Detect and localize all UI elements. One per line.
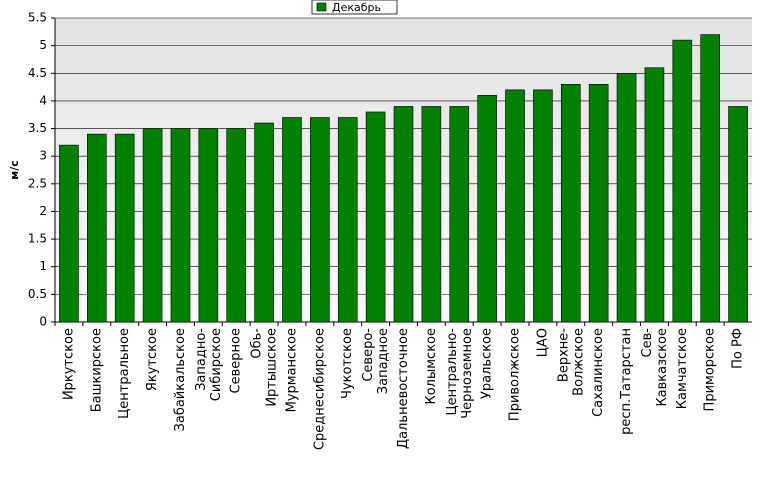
x-tick-label: Забайкальское: [173, 328, 188, 431]
y-tick-label: 5: [39, 38, 47, 52]
x-tick-label: Сев-Кавказское: [639, 328, 669, 407]
x-tick-label: Уральское: [480, 328, 495, 399]
bar: [226, 128, 247, 323]
bar: [728, 106, 748, 323]
bar: [282, 117, 302, 323]
x-tick-label: Западно-Сибирское: [193, 328, 223, 402]
x-tick-label: Камчатское: [675, 328, 690, 409]
bar: [533, 89, 553, 323]
y-tick-label: 2.5: [28, 176, 47, 190]
y-tick-label: 1: [39, 259, 47, 273]
y-tick-label: 3: [39, 149, 47, 163]
y-axis-label: м/с: [8, 160, 21, 180]
x-tick-label: респ.Татарстан: [619, 328, 634, 435]
y-tick-label: 4.5: [28, 66, 47, 80]
x-tick-label: Мурманское: [284, 328, 299, 412]
x-tick-label: Башкирское: [89, 328, 104, 412]
x-tick-label: Дальневосточное: [396, 328, 411, 449]
x-tick-label: Северо-Западное: [361, 328, 391, 395]
x-tick-label: По РФ: [731, 328, 746, 369]
bar: [142, 128, 163, 323]
y-tick-label: 4: [39, 93, 47, 107]
bar: [87, 133, 107, 323]
y-tick-label: 2: [39, 204, 47, 218]
x-tick-label: ЦАО: [535, 328, 550, 357]
legend-box: [311, 0, 398, 15]
bar: [59, 144, 79, 323]
bar: [644, 67, 665, 323]
bar: [449, 106, 470, 323]
bar: [477, 95, 497, 323]
x-tick-label: Чукотское: [340, 328, 355, 399]
x-tick-label: Иркутское: [61, 328, 76, 400]
bar: [198, 128, 219, 323]
bar: [672, 39, 693, 323]
x-tick-label: Центральное: [117, 328, 132, 419]
bar: [114, 133, 135, 323]
y-tick-label: 0.5: [28, 287, 47, 301]
bar: [337, 117, 358, 323]
bar: [700, 34, 720, 323]
x-tick-label: Якутское: [145, 328, 160, 391]
bar: [421, 106, 442, 323]
legend-swatch: [316, 2, 327, 12]
bar: [588, 84, 609, 323]
x-tick-label: Сахалинское: [591, 328, 606, 417]
x-tick-label: Колымское: [424, 328, 439, 405]
x-tick-label: Центрально-Черноземное: [444, 328, 474, 419]
y-tick-label: 1.5: [28, 232, 47, 246]
bar: [170, 128, 191, 323]
x-tick-label: Приморское: [703, 328, 718, 411]
x-tick-label: Верхне-Волжское: [556, 328, 586, 396]
x-tick-label: Среднесибирское: [312, 328, 327, 450]
bar: [560, 84, 581, 323]
y-tick-label: 3.5: [28, 121, 47, 135]
bar: [365, 111, 386, 323]
bar: [310, 117, 330, 323]
bar: [393, 106, 414, 323]
y-tick-label: 0: [39, 315, 47, 329]
bar: [505, 89, 525, 323]
y-tick-label: 5.5: [28, 11, 47, 25]
x-tick-label: Северное: [229, 328, 244, 393]
x-tick-label: Обь-Иртышское: [249, 328, 279, 407]
bar: [254, 122, 274, 323]
x-tick-label: Приволжское: [508, 328, 523, 421]
bar: [616, 72, 637, 323]
legend-label: Декабрь: [332, 1, 381, 14]
